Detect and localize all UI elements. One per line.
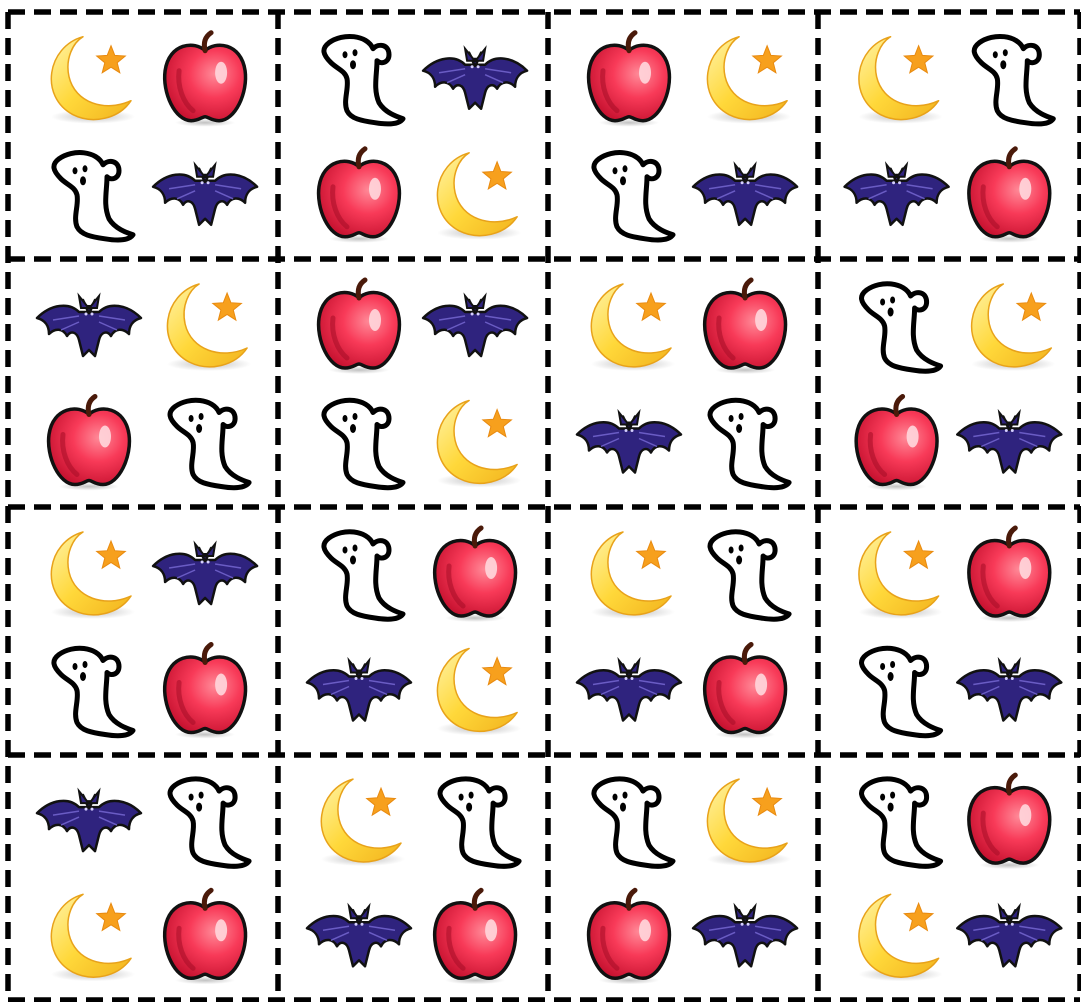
puzzle-cell [854, 281, 1063, 491]
puzzle-cell [858, 525, 1063, 739]
moon-star-icon [166, 283, 252, 371]
bat-icon [956, 408, 1063, 474]
moon-star-icon [436, 399, 522, 488]
ghost-icon [167, 776, 252, 869]
puzzle-cell [305, 776, 522, 985]
puzzle-cell [305, 525, 522, 736]
bat-icon [421, 45, 529, 110]
bat-icon [35, 787, 143, 853]
moon-star-icon [50, 531, 135, 619]
apple-icon [967, 772, 1052, 870]
bat-icon [575, 656, 683, 722]
ghost-icon [707, 529, 792, 622]
apple-icon [432, 525, 518, 622]
apple-icon [586, 30, 672, 127]
moon-star-icon [970, 283, 1056, 371]
moon-star-icon [50, 35, 135, 124]
ghost-icon [51, 645, 136, 739]
apple-icon [967, 146, 1052, 243]
puzzle-cell [858, 772, 1063, 982]
ghost-icon [971, 34, 1056, 127]
bat-icon [691, 902, 799, 968]
apple-icon [162, 887, 248, 985]
bat-icon [305, 902, 413, 968]
moon-star-icon [706, 778, 792, 867]
puzzle-cell [50, 30, 259, 243]
apple-icon [162, 642, 248, 739]
ghost-icon [321, 529, 406, 622]
moon-star-icon [436, 152, 522, 240]
puzzle-cell [575, 529, 792, 739]
ghost-icon [167, 397, 252, 491]
apple-icon [702, 642, 788, 739]
bat-icon [151, 540, 259, 606]
moon-star-icon [320, 778, 405, 867]
bat-icon [35, 292, 143, 358]
ghost-icon [707, 397, 792, 491]
moon-star-icon [706, 35, 792, 124]
bat-icon [305, 656, 413, 722]
apple-icon [702, 277, 788, 374]
ghost-icon [859, 281, 944, 374]
apple-icon [967, 525, 1052, 622]
bat-icon [575, 408, 683, 474]
moon-star-icon [858, 531, 943, 619]
puzzle-cell [575, 277, 792, 491]
bat-icon [956, 656, 1063, 722]
puzzle-cell [35, 283, 252, 491]
puzzle-cell [843, 34, 1056, 243]
ghost-icon [321, 397, 406, 491]
puzzle-cell [50, 531, 259, 739]
bat-icon [421, 292, 529, 358]
puzzle-cell [35, 776, 252, 985]
ghost-icon [51, 150, 136, 243]
apple-icon [46, 394, 132, 491]
puzzle-cell [316, 34, 529, 243]
puzzle-cell [586, 776, 799, 985]
apple-icon [162, 30, 248, 127]
bat-icon [843, 161, 950, 227]
bat-icon [691, 161, 799, 227]
moon-star-icon [436, 647, 522, 736]
puzzle-cell [316, 277, 529, 491]
moon-star-icon [590, 531, 675, 619]
apple-icon [586, 887, 672, 985]
apple-icon [854, 394, 939, 491]
ghost-icon [859, 776, 944, 869]
ghost-icon [437, 776, 522, 869]
ghost-icon [591, 150, 676, 243]
bat-icon [956, 902, 1063, 968]
moon-star-icon [858, 35, 943, 124]
bat-icon [151, 161, 259, 227]
ghost-icon [859, 645, 944, 739]
moon-star-icon [50, 893, 135, 982]
ghost-icon [591, 776, 676, 869]
puzzle-cell [586, 30, 799, 243]
apple-icon [316, 277, 402, 374]
apple-icon [316, 146, 402, 243]
apple-icon [432, 887, 518, 985]
moon-star-icon [590, 283, 675, 371]
moon-star-icon [858, 893, 943, 982]
ghost-icon [321, 34, 406, 127]
